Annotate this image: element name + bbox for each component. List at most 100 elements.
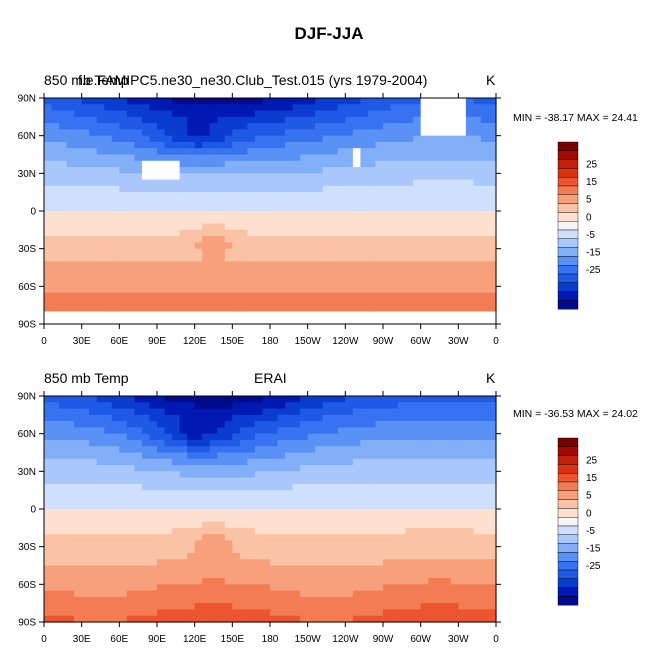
grid-cell bbox=[247, 565, 256, 573]
grid-cell bbox=[172, 242, 181, 250]
grid-cell bbox=[322, 584, 331, 592]
grid-cell bbox=[285, 129, 294, 137]
grid-cell bbox=[254, 211, 264, 218]
grid-cell bbox=[262, 305, 271, 313]
grid-cell bbox=[413, 446, 422, 454]
grid-cell bbox=[194, 483, 203, 491]
grid-cell bbox=[465, 236, 474, 243]
grid-cell bbox=[172, 521, 181, 529]
grid-cell bbox=[345, 254, 354, 262]
grid-cell bbox=[157, 116, 166, 124]
grid-cell bbox=[367, 414, 377, 422]
grid-cell bbox=[285, 98, 294, 105]
grid-cell bbox=[375, 292, 384, 300]
grid-cell bbox=[420, 242, 429, 250]
grid-cell bbox=[239, 565, 248, 573]
grid-cell bbox=[104, 427, 113, 435]
grid-cell bbox=[96, 490, 105, 498]
grid-cell bbox=[51, 311, 60, 319]
grid-cell bbox=[300, 204, 309, 212]
grid-cell bbox=[89, 154, 98, 162]
grid-cell bbox=[458, 590, 467, 598]
grid-cell bbox=[443, 521, 452, 529]
grid-cell bbox=[420, 546, 429, 554]
grid-cell bbox=[119, 141, 128, 149]
grid-cell bbox=[307, 298, 316, 306]
grid-cell bbox=[247, 584, 256, 592]
grid-cell bbox=[81, 179, 90, 187]
x-tick-label: 150W bbox=[295, 336, 322, 347]
grid-cell bbox=[74, 571, 83, 579]
grid-cell bbox=[450, 267, 459, 275]
grid-cell bbox=[96, 185, 105, 193]
grid-cell bbox=[44, 273, 53, 281]
grid-cell bbox=[164, 521, 173, 529]
grid-cell bbox=[149, 311, 158, 319]
grid-cell bbox=[420, 98, 429, 105]
grid-cell bbox=[134, 123, 143, 130]
grid-cell bbox=[134, 129, 143, 137]
grid-cell bbox=[315, 490, 324, 498]
grid-cell bbox=[119, 110, 128, 118]
grid-cell bbox=[330, 261, 339, 269]
grid-cell bbox=[420, 135, 429, 143]
grid-cell bbox=[194, 496, 203, 504]
grid-cell bbox=[443, 502, 452, 510]
grid-cell bbox=[458, 534, 467, 541]
grid-cell bbox=[224, 471, 233, 479]
grid-cell bbox=[164, 584, 173, 592]
grid-cell bbox=[322, 141, 331, 149]
grid-cell bbox=[74, 452, 83, 460]
grid-cell bbox=[413, 298, 422, 306]
grid-cell bbox=[81, 286, 90, 294]
grid-cell bbox=[149, 515, 158, 523]
grid-cell bbox=[285, 185, 294, 193]
grid-cell bbox=[209, 104, 218, 112]
grid-cell bbox=[81, 571, 90, 579]
grid-cell bbox=[367, 546, 377, 554]
grid-cell bbox=[488, 571, 497, 579]
grid-cell bbox=[420, 552, 429, 560]
grid-cell bbox=[375, 578, 384, 585]
grid-cell bbox=[270, 471, 279, 479]
grid-cell bbox=[247, 465, 256, 472]
grid-cell bbox=[179, 179, 188, 187]
grid-cell bbox=[398, 298, 407, 306]
grid-cell bbox=[104, 129, 113, 137]
grid-cell bbox=[81, 465, 90, 472]
y-tick-label: 30N bbox=[18, 467, 36, 478]
grid-cell bbox=[66, 286, 75, 294]
grid-cell bbox=[119, 565, 128, 573]
grid-cell bbox=[405, 211, 414, 218]
panel-2-title-center: ERAI bbox=[254, 370, 287, 386]
grid-cell bbox=[217, 527, 226, 535]
grid-cell bbox=[224, 217, 233, 225]
grid-cell bbox=[315, 311, 324, 319]
grid-cell bbox=[239, 584, 248, 592]
grid-cell bbox=[360, 123, 369, 130]
grid-cell bbox=[360, 261, 369, 269]
grid-cell bbox=[337, 116, 346, 124]
grid-cell bbox=[337, 104, 346, 112]
grid-cell bbox=[480, 578, 490, 585]
y-tick-label: 0 bbox=[30, 505, 36, 516]
grid-cell bbox=[480, 135, 490, 143]
grid-cell bbox=[187, 446, 196, 454]
colorbar-swatch bbox=[557, 516, 579, 527]
grid-cell bbox=[435, 490, 444, 498]
grid-cell bbox=[352, 141, 361, 149]
grid-cell bbox=[285, 223, 294, 231]
grid-cell bbox=[473, 135, 482, 143]
grid-cell bbox=[337, 298, 346, 306]
grid-cell bbox=[232, 584, 241, 592]
grid-cell bbox=[292, 280, 301, 287]
grid-cell bbox=[413, 185, 422, 193]
grid-cell bbox=[458, 217, 467, 225]
grid-cell bbox=[157, 609, 166, 617]
grid-cell bbox=[443, 254, 452, 262]
grid-cell bbox=[450, 446, 459, 454]
grid-cell bbox=[134, 527, 143, 535]
grid-cell bbox=[164, 590, 173, 598]
grid-cell bbox=[285, 154, 294, 162]
grid-cell bbox=[367, 154, 377, 162]
